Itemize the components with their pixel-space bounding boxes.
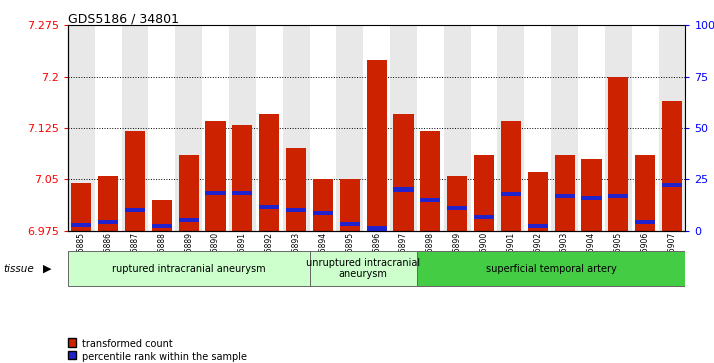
Bar [635, 220, 655, 224]
Bar [528, 172, 548, 231]
Bar [555, 155, 575, 231]
Bar [152, 200, 172, 231]
Bar [206, 121, 226, 231]
Text: ▶: ▶ [43, 264, 51, 274]
FancyBboxPatch shape [417, 251, 685, 286]
Bar [309, 25, 336, 231]
Text: percentile rank within the sample: percentile rank within the sample [82, 352, 247, 362]
Bar [528, 224, 548, 228]
Text: unruptured intracranial
aneurysm: unruptured intracranial aneurysm [306, 258, 421, 280]
Bar [662, 101, 682, 231]
Bar [658, 25, 685, 231]
Bar [501, 192, 521, 196]
Text: GDS5186 / 34801: GDS5186 / 34801 [68, 13, 178, 26]
Bar [178, 155, 198, 231]
Bar [259, 114, 279, 231]
Bar [578, 25, 605, 231]
Bar [206, 191, 226, 195]
Bar [608, 194, 628, 198]
Bar [581, 196, 601, 200]
Text: ruptured intracranial aneurysm: ruptured intracranial aneurysm [112, 264, 266, 274]
Bar [366, 227, 387, 231]
Bar [313, 211, 333, 216]
Bar [498, 25, 524, 231]
Bar [581, 159, 601, 231]
Bar [501, 121, 521, 231]
Bar [605, 25, 632, 231]
Bar [474, 215, 494, 219]
Bar [340, 179, 360, 231]
Bar [447, 206, 467, 210]
Bar [175, 25, 202, 231]
Bar [286, 148, 306, 231]
Text: superficial temporal artery: superficial temporal artery [486, 264, 617, 274]
Bar [340, 222, 360, 226]
Bar [256, 25, 283, 231]
Bar [98, 176, 119, 231]
Bar [95, 25, 121, 231]
Bar [125, 208, 145, 212]
Bar [98, 220, 119, 224]
Bar [259, 204, 279, 209]
Bar [313, 179, 333, 231]
Bar [471, 25, 498, 231]
Bar [336, 25, 363, 231]
Bar [202, 25, 229, 231]
Bar [421, 198, 441, 202]
Bar [393, 187, 413, 192]
Bar [444, 25, 471, 231]
Bar [447, 176, 467, 231]
Bar [71, 183, 91, 231]
Bar [551, 25, 578, 231]
Bar [393, 114, 413, 231]
Bar [632, 25, 658, 231]
FancyBboxPatch shape [309, 251, 417, 286]
Bar [366, 60, 387, 231]
Bar [390, 25, 417, 231]
Bar [363, 25, 390, 231]
Bar [71, 223, 91, 227]
Bar [662, 183, 682, 187]
Bar [178, 218, 198, 222]
Bar [421, 131, 441, 231]
Bar [635, 155, 655, 231]
Bar [68, 25, 95, 231]
Bar [555, 194, 575, 198]
Bar [232, 125, 253, 231]
Bar [149, 25, 175, 231]
Bar [229, 25, 256, 231]
FancyBboxPatch shape [68, 251, 309, 286]
Text: tissue: tissue [4, 264, 34, 274]
Text: transformed count: transformed count [82, 339, 173, 349]
Bar [524, 25, 551, 231]
Bar [283, 25, 309, 231]
Bar [286, 208, 306, 212]
Bar [121, 25, 149, 231]
Bar [152, 224, 172, 228]
Bar [125, 131, 145, 231]
Bar [232, 191, 253, 195]
Bar [417, 25, 444, 231]
Bar [608, 77, 628, 231]
Bar [474, 155, 494, 231]
